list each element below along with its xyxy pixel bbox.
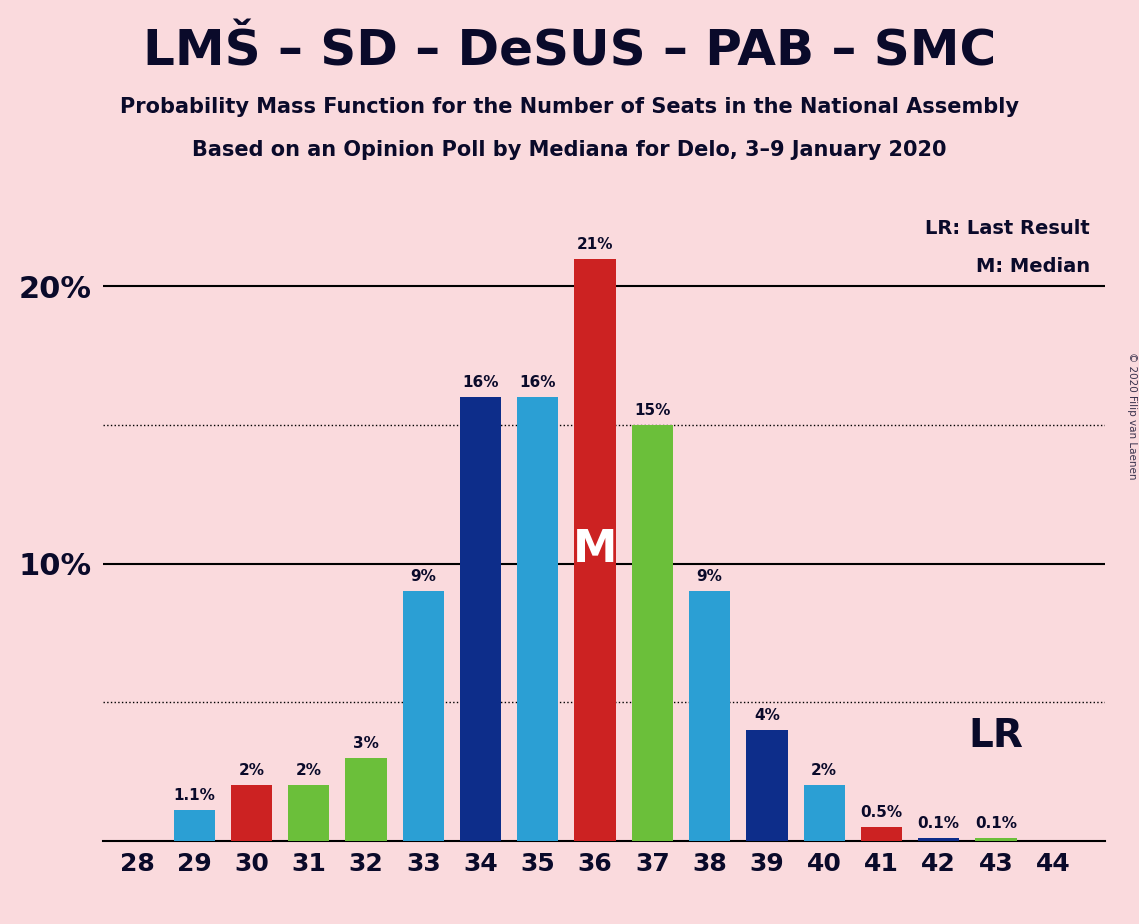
- Bar: [574, 259, 616, 841]
- Bar: [632, 425, 673, 841]
- Text: 16%: 16%: [462, 375, 499, 390]
- Bar: [345, 758, 386, 841]
- Text: LR: LR: [968, 716, 1024, 755]
- Bar: [231, 785, 272, 841]
- Bar: [689, 591, 730, 841]
- Text: 0.5%: 0.5%: [860, 805, 902, 821]
- Text: M: M: [573, 529, 617, 571]
- Bar: [402, 591, 444, 841]
- Bar: [517, 397, 558, 841]
- Text: 2%: 2%: [811, 763, 837, 778]
- Bar: [975, 838, 1017, 841]
- Text: 1.1%: 1.1%: [173, 788, 215, 804]
- Bar: [803, 785, 845, 841]
- Bar: [288, 785, 329, 841]
- Text: 15%: 15%: [634, 403, 671, 418]
- Text: 0.1%: 0.1%: [918, 816, 960, 832]
- Text: 21%: 21%: [576, 237, 613, 251]
- Bar: [918, 838, 959, 841]
- Bar: [861, 827, 902, 841]
- Text: LMŠ – SD – DeSUS – PAB – SMC: LMŠ – SD – DeSUS – PAB – SMC: [142, 28, 997, 76]
- Text: 2%: 2%: [238, 763, 264, 778]
- Text: 9%: 9%: [410, 569, 436, 585]
- Bar: [746, 730, 787, 841]
- Bar: [460, 397, 501, 841]
- Text: 3%: 3%: [353, 736, 379, 750]
- Text: 16%: 16%: [519, 375, 556, 390]
- Text: M: Median: M: Median: [976, 258, 1090, 276]
- Text: 2%: 2%: [296, 763, 321, 778]
- Text: Based on an Opinion Poll by Mediana for Delo, 3–9 January 2020: Based on an Opinion Poll by Mediana for …: [192, 140, 947, 161]
- Bar: [173, 810, 215, 841]
- Text: LR: Last Result: LR: Last Result: [925, 219, 1090, 238]
- Text: 9%: 9%: [697, 569, 722, 585]
- Text: Probability Mass Function for the Number of Seats in the National Assembly: Probability Mass Function for the Number…: [120, 97, 1019, 117]
- Text: 4%: 4%: [754, 708, 780, 723]
- Text: © 2020 Filip van Laenen: © 2020 Filip van Laenen: [1126, 352, 1137, 480]
- Text: 0.1%: 0.1%: [975, 816, 1017, 832]
